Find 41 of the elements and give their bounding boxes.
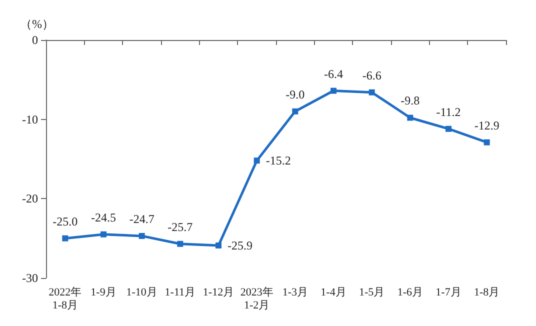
y-tick-label: 0 [32,33,38,47]
x-tick-label: 1-7月 [436,286,462,298]
x-tick-label: 1-5月 [358,286,385,298]
x-tick-label: 2022年 1-8月 [48,286,82,312]
point [216,242,222,248]
data-label: -25.0 [52,214,78,228]
data-label: -12.9 [474,118,500,132]
data-label: -25.9 [228,238,252,252]
data-label: -6.6 [362,68,382,82]
point [407,114,414,121]
y-tick-label: -10 [22,112,38,126]
point [368,89,375,96]
point [446,126,452,132]
y-tick-label: -20 [22,192,38,206]
data-label: -24.7 [129,212,154,226]
x-tick-label: 1-12月 [202,286,234,298]
x-tick-label: 1-6月 [397,286,424,298]
data-label: -24.5 [91,210,116,224]
x-tick-label: 1-4月 [320,286,346,298]
point [292,108,298,114]
data-label: -9.0 [286,87,305,102]
data-label: -6.4 [324,66,343,81]
data-label: -15.2 [266,154,291,168]
data-label: -11.2 [436,104,461,119]
x-tick-label: 1-10月 [126,286,158,298]
x-tick-label: 1-3月 [282,286,308,298]
point [62,235,68,242]
x-tick-label: 1-11月 [164,286,196,298]
point [254,158,260,164]
x-tick-label: 2023年 1-2月 [240,286,274,312]
point [100,231,106,238]
x-tick-label: 1-9月 [90,286,116,298]
data-label: -9.8 [400,94,420,108]
point [484,139,490,146]
y-tick-label: -30 [22,271,38,285]
data-label: -25.7 [168,220,193,234]
point [330,88,336,94]
point [177,240,184,247]
y-axis-title: （%） [20,17,54,31]
x-tick-label: 1-8月 [474,286,500,298]
point [138,232,145,239]
